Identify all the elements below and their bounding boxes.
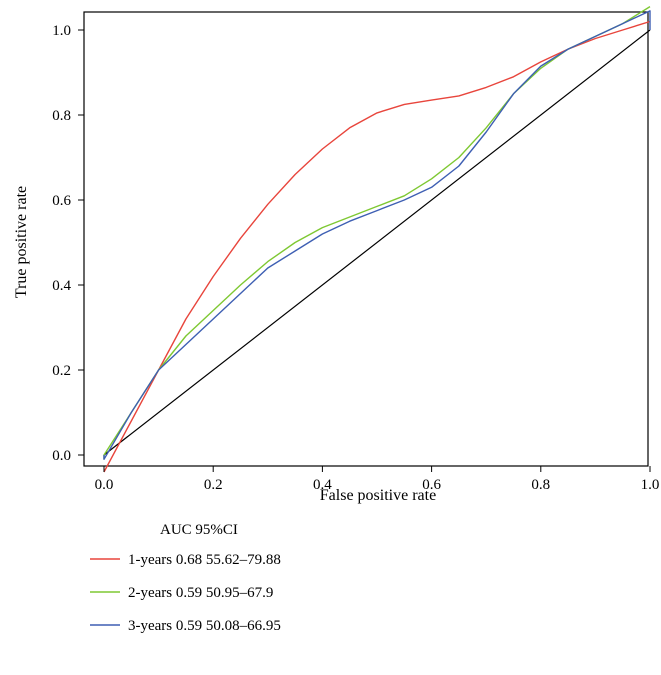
- x-axis-label: False positive rate: [320, 487, 436, 504]
- y-tick-label: 0.4: [52, 278, 71, 294]
- series-line-2: [103, 6, 651, 460]
- series-line-1: [103, 20, 651, 473]
- reference-diagonal-line: [103, 29, 651, 456]
- y-tick-label: 0.0: [52, 448, 71, 464]
- y-tick-label: 0.2: [52, 363, 71, 379]
- x-tick-label: 0.0: [95, 477, 114, 493]
- legend-label-2: 2-years 0.59 50.95–67.9: [128, 585, 273, 601]
- x-tick-label: 0.6: [422, 477, 441, 493]
- legend-label-3: 3-years 0.59 50.08–66.95: [128, 618, 281, 634]
- y-axis-label: True positive rate: [13, 186, 30, 298]
- x-tick-label: 1.0: [641, 477, 660, 493]
- legend: AUC 95%CI 1-years 0.68 55.62–79.88 2-year…: [90, 522, 281, 634]
- y-tick-label: 1.0: [52, 23, 71, 39]
- x-tick-label: 0.8: [531, 477, 550, 493]
- x-tick-label: 0.2: [204, 477, 223, 493]
- legend-label-1: 1-years 0.68 55.62–79.88: [128, 552, 281, 568]
- plot-frame: [83, 11, 649, 467]
- x-tick-label: 0.4: [313, 477, 332, 493]
- legend-title: AUC 95%CI: [160, 522, 238, 538]
- y-tick-label: 0.6: [52, 193, 71, 209]
- y-tick-label: 0.8: [52, 108, 71, 124]
- series-line-3: [103, 10, 651, 460]
